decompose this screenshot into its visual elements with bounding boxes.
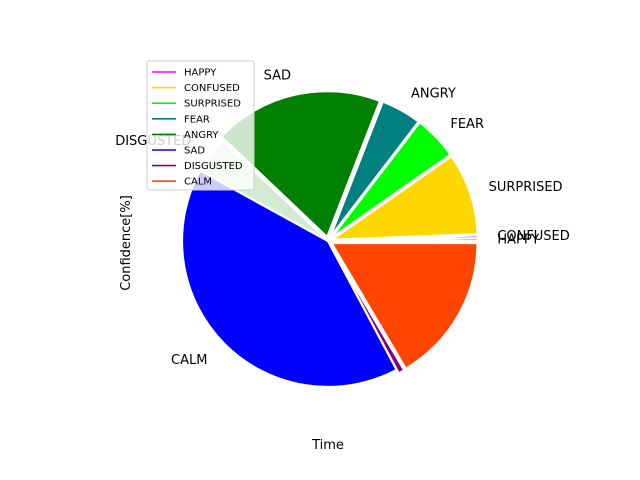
pie-slice-8: [328, 243, 406, 375]
pie-slice-calm: [180, 169, 399, 389]
legend-label-disgusted: DISGUSTED: [184, 161, 243, 172]
slice-label-fear: FEAR: [450, 117, 484, 132]
pie-slice-labels: HAPPYCONFUSEDSURPRISEDFEARANGRYSADDISGUS…: [115, 69, 570, 368]
pie-slice-confused: [331, 234, 480, 242]
x-axis-label: Time: [311, 438, 344, 453]
legend: HAPPY CONFUSED SURPRISED FEAR ANGRY SAD DISGUS…: [146, 60, 255, 191]
legend-label-angry: ANGRY: [184, 130, 219, 141]
pie-slice-surprised: [328, 154, 479, 241]
legend-label-surprised: SURPRISED: [184, 99, 241, 110]
slice-label-happy: HAPPY: [497, 232, 539, 247]
legend-label-confused: CONFUSED: [184, 83, 240, 94]
slice-label-calm: CALM: [171, 353, 207, 368]
legend-frame: [146, 60, 255, 191]
legend-label-happy: HAPPY: [184, 68, 217, 79]
slice-label-surprised: SURPRISED: [489, 180, 563, 195]
legend-label-fear: FEAR: [184, 114, 210, 125]
pie-slice-fear: [330, 120, 453, 240]
pie-slice-angry: [328, 100, 421, 239]
slice-label-confused: CONFUSED: [497, 229, 570, 244]
y-axis-label: Confidence[%]: [119, 195, 134, 291]
slice-label-sad: SAD: [264, 69, 291, 84]
pie-slice-9: [329, 241, 479, 371]
legend-label-sad: SAD: [184, 146, 205, 157]
slice-label-angry: ANGRY: [411, 86, 456, 101]
legend-label-calm: CALM: [184, 177, 212, 188]
